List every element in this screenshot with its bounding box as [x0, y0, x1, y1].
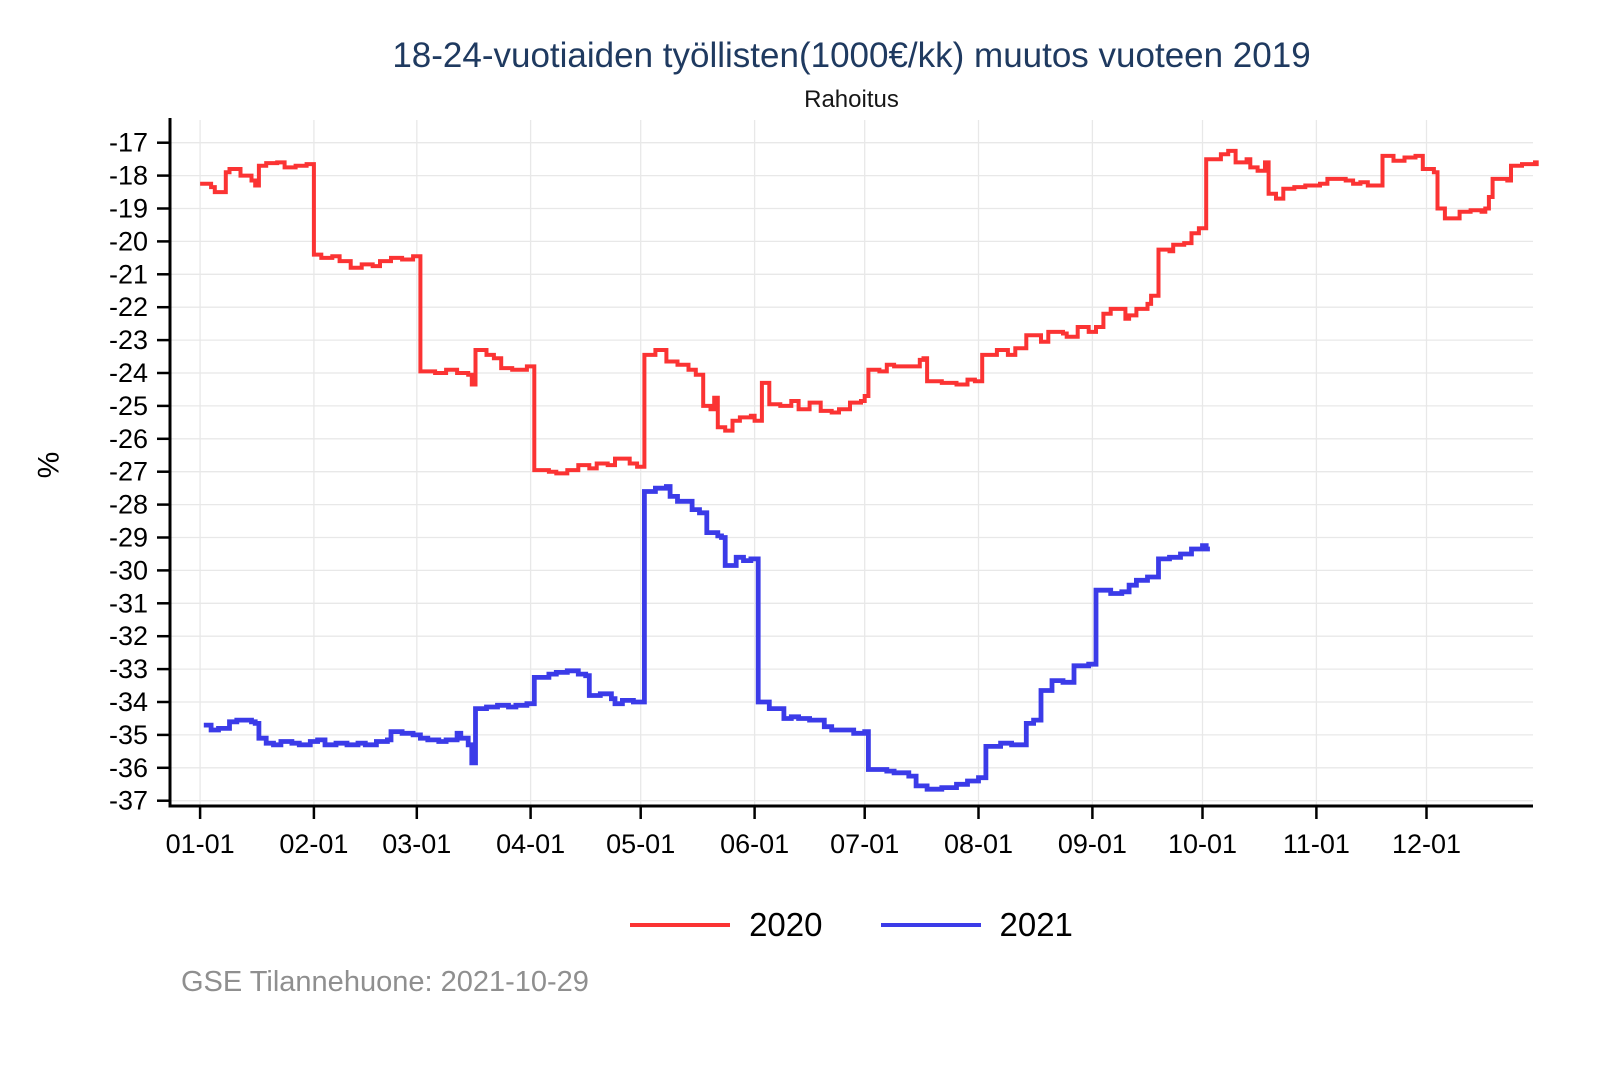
y-tick-label: -33: [109, 654, 148, 684]
y-tick-label: -36: [109, 753, 148, 783]
series-line-2020: [200, 148, 1539, 476]
x-tick-label: 09-01: [1058, 829, 1127, 859]
y-tick-label: -26: [109, 424, 148, 454]
legend-item-2021: 2021: [880, 906, 1073, 944]
y-axis-label: %: [32, 451, 66, 479]
y-tick-label: -31: [109, 588, 148, 618]
x-tick-label: 03-01: [382, 829, 451, 859]
legend-line-2021: [880, 922, 981, 928]
legend: 2020 2021: [170, 899, 1533, 951]
x-tick-label: 07-01: [830, 829, 899, 859]
y-tick-label: -27: [109, 457, 148, 487]
legend-label-2020: 2020: [749, 906, 823, 943]
chart-caption: GSE Tilannehuone: 2021-10-29: [181, 966, 589, 998]
y-tick-label: -35: [109, 720, 148, 750]
x-tick-label: 04-01: [496, 829, 565, 859]
y-tick-label: -18: [109, 161, 148, 191]
x-tick-label: 06-01: [720, 829, 789, 859]
y-tick-label: -25: [109, 391, 148, 421]
y-tick-label: -34: [109, 687, 148, 717]
y-tick-label: -37: [109, 786, 148, 816]
y-tick-label: -23: [109, 325, 148, 355]
y-tick-label: -21: [109, 259, 148, 289]
x-tick-label: 05-01: [606, 829, 675, 859]
y-tick-label: -24: [109, 358, 148, 388]
legend-label-2021: 2021: [999, 906, 1073, 943]
x-tick-label: 01-01: [166, 829, 235, 859]
x-tick-label: 10-01: [1168, 829, 1237, 859]
y-tick-label: -28: [109, 490, 148, 520]
y-tick-label: -32: [109, 621, 148, 651]
y-tick-label: -30: [109, 555, 148, 585]
x-tick-label: 02-01: [279, 829, 348, 859]
x-tick-label: 12-01: [1392, 829, 1461, 859]
x-tick-label: 08-01: [944, 829, 1013, 859]
y-tick-label: -17: [109, 128, 148, 158]
x-tick-label: 11-01: [1283, 829, 1350, 859]
legend-line-2020: [630, 923, 731, 927]
y-tick-label: -22: [109, 292, 148, 322]
y-tick-label: -19: [109, 194, 148, 224]
chart-subtitle: Rahoitus: [804, 86, 899, 113]
y-tick-label: -29: [109, 523, 148, 553]
legend-item-2020: 2020: [630, 906, 823, 944]
series-line-2021: [203, 484, 1210, 792]
chart-title: 18-24-vuotiaiden työllisten(1000€/kk) mu…: [392, 36, 1311, 75]
y-tick-label: -20: [109, 226, 148, 256]
